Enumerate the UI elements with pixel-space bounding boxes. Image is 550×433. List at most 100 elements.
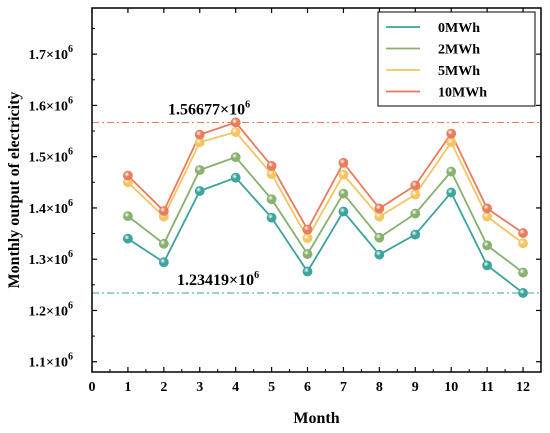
data-point [518,228,528,238]
series-group [123,117,528,298]
y-tick-label-base: 1.2×10 [29,304,68,319]
data-point [446,128,457,139]
plot-frame [91,7,542,373]
data-point [123,211,133,222]
data-point [194,165,205,175]
x-tick-label: 8 [376,380,383,395]
legend-label: 0MWh [438,21,480,36]
x-tick-label: 0 [89,380,96,395]
y-tick-label: 1.6×106 [29,95,73,114]
data-point [374,232,385,243]
data-point [338,188,349,199]
x-tick-label: 11 [481,380,494,395]
series-line-10MWh [127,121,524,234]
data-point [518,267,528,278]
data-point [338,157,349,168]
data-point [410,208,421,219]
min-annotation-base: 1.23419×10 [177,272,254,289]
legend-label: 2MWh [438,43,480,58]
y-tick-label-exponent: 6 [68,198,73,209]
y-tick-label-base: 1.1×10 [29,356,68,371]
series-line-2MWh [127,156,524,274]
y-axis-title: Monthly output of electricity [6,92,23,289]
axes: 0 1 2 3 4 5 6 7 8 9 10 11 121.1×1061.2×1061.3×1061.4… [6,7,542,427]
data-point [123,233,133,244]
y-tick-label-exponent: 6 [68,44,73,55]
y-tick-label: 1.1×106 [29,352,73,371]
data-point [158,206,169,216]
y-tick-label-exponent: 6 [68,300,73,311]
x-tick-label: 5 [268,380,275,395]
data-point [230,117,241,128]
data-point [194,186,205,196]
data-point [230,127,241,137]
x-tick-label: 10 [444,380,458,395]
data-point [374,203,385,214]
y-tick-label-base: 1.6×10 [29,99,68,114]
legend: 0MWh 2MWh 5MWh 10MWh [377,11,536,107]
data-point [266,194,277,205]
data-point [194,129,205,140]
legend-label: 10MWh [438,86,487,101]
x-axis-title: Month [293,410,339,427]
y-tick-label: 1.7×106 [29,44,73,63]
max-annotation-exponent: 6 [245,99,250,110]
data-point [482,211,493,222]
data-point [158,257,169,268]
x-tick-label: 1 [124,380,131,395]
data-point [482,240,493,251]
data-point [482,203,493,214]
x-tick-label: 2 [160,380,167,395]
data-point [446,166,457,177]
legend-label: 5MWh [438,64,480,79]
data-point [446,137,457,148]
data-point [302,233,313,244]
x-tick-label: 12 [516,380,530,395]
data-point [302,266,313,277]
min-annotation-exponent: 6 [254,270,259,281]
data-point [158,238,169,249]
y-tick-label: 1.3×106 [29,249,73,268]
data-point [482,260,493,271]
data-point [230,172,241,183]
data-point [338,206,349,217]
data-point [266,161,277,171]
max-annotation-base: 1.56677×10 [168,101,245,118]
data-point [266,212,277,223]
y-tick-label-base: 1.3×10 [29,253,68,268]
series-line-0MWh [127,176,524,294]
y-tick-label-exponent: 6 [68,352,73,363]
y-tick-label: 1.2×106 [29,300,73,319]
data-point [374,249,385,260]
data-point [518,288,528,298]
data-point [302,249,313,259]
max-annotation: 1.56677×106 [168,99,250,118]
y-tick-label: 1.4×106 [29,198,73,217]
x-tick-label: 4 [232,380,239,395]
y-tick-label-base: 1.7×10 [29,48,68,63]
data-point [230,152,241,163]
y-tick-label-base: 1.5×10 [29,151,68,166]
y-tick-label: 1.5×106 [29,147,73,166]
x-tick-label: 6 [304,380,311,395]
y-tick-label-exponent: 6 [68,147,73,158]
data-point [374,211,385,222]
data-point [446,187,457,198]
data-point [410,180,421,191]
series-line-5MWh [127,131,524,245]
x-tick-label: 7 [340,380,347,395]
y-tick-label-exponent: 6 [68,249,73,260]
min-annotation: 1.23419×106 [177,270,259,289]
data-point [410,189,421,200]
data-point [302,224,313,235]
data-point [518,238,528,249]
y-tick-label-base: 1.4×10 [29,202,68,217]
x-tick-label: 9 [412,380,419,395]
data-point [123,170,133,181]
data-point [338,169,349,180]
y-tick-label-exponent: 6 [68,95,73,106]
data-point [410,229,421,240]
data-point [266,169,277,180]
